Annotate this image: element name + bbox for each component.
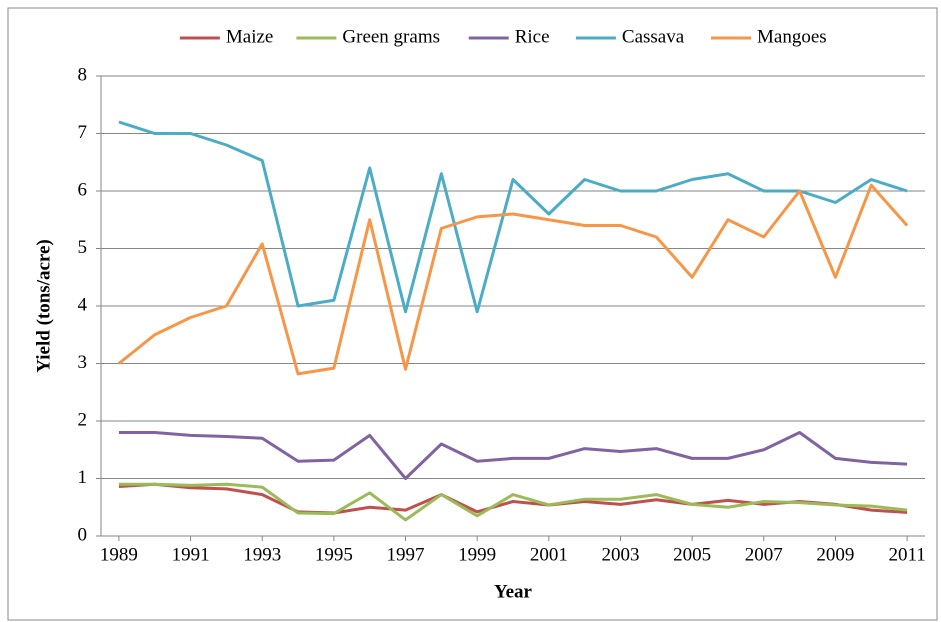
x-tick-label: 2011: [888, 544, 925, 565]
legend-label: Maize: [226, 26, 273, 47]
legend-label: Mangoes: [757, 26, 827, 47]
y-tick-label: 2: [78, 409, 88, 430]
legend-label: Green grams: [342, 26, 440, 47]
legend-label: Rice: [515, 26, 550, 47]
y-tick-label: 7: [78, 122, 88, 143]
x-axis-label: Year: [494, 581, 533, 602]
chart-frame: [7, 7, 938, 621]
x-tick-label: 1997: [387, 544, 425, 565]
y-tick-label: 5: [78, 237, 88, 258]
y-tick-label: 3: [78, 352, 88, 373]
x-tick-label: 2009: [816, 544, 854, 565]
x-tick-label: 2005: [673, 544, 711, 565]
x-tick-label: 1993: [243, 544, 281, 565]
series-line: [118, 482, 908, 515]
y-tick-label: 1: [78, 467, 88, 488]
x-tick-label: 2007: [745, 544, 783, 565]
x-tick-label: 1995: [315, 544, 353, 565]
series-line: [118, 120, 908, 314]
x-tick-label: 1999: [458, 544, 496, 565]
y-tick-label: 0: [78, 524, 88, 545]
legend-label: Cassava: [622, 26, 685, 47]
series-line: [118, 482, 908, 522]
x-tick-label: 2003: [601, 544, 639, 565]
x-tick-label: 2001: [530, 544, 568, 565]
y-tick-label: 6: [78, 179, 88, 200]
series-line: [118, 431, 908, 480]
x-tick-label: 1989: [100, 544, 138, 565]
y-tick-label: 8: [78, 64, 88, 85]
series-line: [117, 183, 909, 376]
y-axis-label: Yield (tons/acre): [33, 239, 54, 373]
y-tick-label: 4: [78, 294, 88, 315]
x-tick-label: 1991: [172, 544, 210, 565]
